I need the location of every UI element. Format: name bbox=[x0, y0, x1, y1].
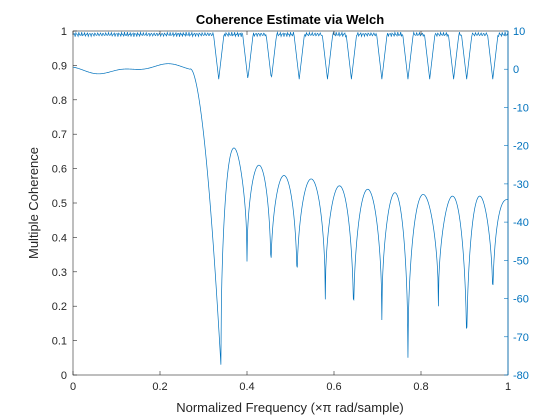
y-tick-label-left: 0.1 bbox=[52, 336, 67, 348]
series-magnitude-line bbox=[72, 63, 509, 365]
y-tick-label-right: -80 bbox=[513, 370, 529, 382]
y-tick-label-left: 0.4 bbox=[52, 232, 67, 244]
y-tick-label-right: 10 bbox=[513, 26, 525, 38]
y-axis-label-left: Multiple Coherence bbox=[26, 147, 41, 259]
y-tick-label-left: 0.7 bbox=[52, 129, 67, 141]
y-tick-label-left: 0.9 bbox=[52, 60, 67, 72]
y-tick-label-left: 0.3 bbox=[52, 267, 67, 279]
y-tick-label-right: 0 bbox=[513, 64, 519, 76]
plot-area: 0 0.2 0.4 0.6 0.8 100.10.20.30.40.50.60.70.80… bbox=[52, 26, 529, 393]
chart-title: Coherence Estimate via Welch bbox=[196, 12, 384, 27]
y-tick-label-right: -50 bbox=[513, 255, 529, 267]
x-tick-label: 0.8 bbox=[413, 381, 428, 393]
y-tick-label-left: 0.6 bbox=[52, 164, 67, 176]
x-tick-label: 0.6 bbox=[326, 381, 341, 393]
axes-box bbox=[72, 30, 509, 376]
y-tick-label-right: -30 bbox=[513, 179, 529, 191]
y-tick-label-left: 0.2 bbox=[52, 301, 67, 313]
x-tick-label: 0.4 bbox=[239, 381, 254, 393]
y-tick-label-right: -60 bbox=[513, 294, 529, 306]
x-tick-label: 1 bbox=[505, 381, 511, 393]
x-tick-label: 0 bbox=[70, 381, 76, 393]
series-group bbox=[72, 31, 509, 365]
y-tick-label-left: 0.8 bbox=[52, 95, 67, 107]
y-tick-label-left: 0 bbox=[61, 370, 67, 382]
y-tick-label-right: -10 bbox=[513, 102, 529, 114]
series-coherence-line bbox=[72, 31, 509, 80]
y-tick-label-left: 0.5 bbox=[52, 198, 67, 210]
y-tick-label-right: -20 bbox=[513, 141, 529, 153]
y-tick-label-right: -40 bbox=[513, 217, 529, 229]
ticks-group: 0 0.2 0.4 0.6 0.8 100.10.20.30.40.50.60.70.80… bbox=[52, 26, 529, 393]
y-tick-label-right: -70 bbox=[513, 332, 529, 344]
y-tick-label-left: 1 bbox=[61, 26, 67, 38]
x-axis-label: Normalized Frequency (×π rad/sample) bbox=[176, 400, 404, 415]
x-tick-label: 0.2 bbox=[152, 381, 167, 393]
